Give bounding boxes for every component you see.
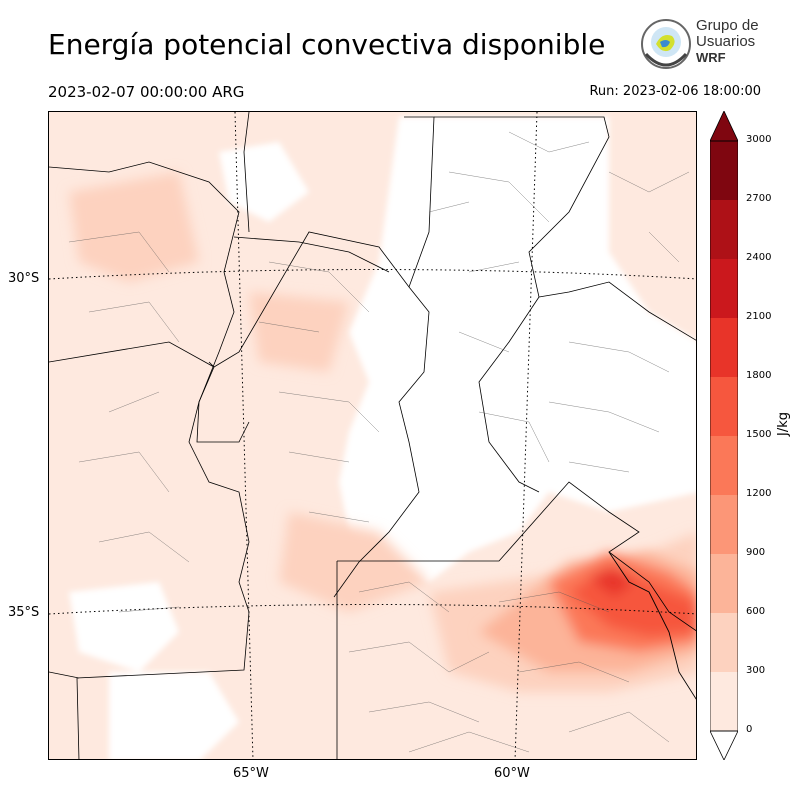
logo-line2: Usuarios [696,33,756,50]
colorbar-tick-label: 0 [746,724,753,735]
colorbar-swatch [710,259,738,318]
colorbar [710,111,738,760]
colorbar-unit: J/kg [776,412,791,436]
colorbar-tick-label: 1200 [746,488,772,499]
department-borders [68,131,690,753]
colorbar-tick-label: 2100 [746,311,772,322]
colorbar-swatch [710,495,738,554]
colorbar-swatch [710,318,738,377]
run-time: Run: 2023-02-06 18:00:00 [589,84,761,99]
map-canvas [49,112,696,759]
colorbar-swatch [710,672,738,731]
colorbar-tick-label: 300 [746,665,766,676]
graticule [49,112,696,759]
colorbar-swatch [710,554,738,613]
colorbar-min-arrow [710,730,738,760]
colorbar-tick-label: 600 [746,606,766,617]
lon-label-60w: 60°W [494,766,530,781]
lon-label-65w: 65°W [233,766,269,781]
lat-label-35s: 35°S [8,605,40,620]
colorbar-tick-label: 2700 [746,193,772,204]
cape-field [49,112,696,759]
colorbar-swatch [710,613,738,672]
cape-map [48,111,697,760]
colorbar-tick-label: 1800 [746,370,772,381]
colorbar-tick-label: 3000 [746,134,772,145]
colorbar-swatch [710,377,738,436]
colorbar-tick-label: 1500 [746,429,772,440]
colorbar-tick-label: 2400 [746,252,772,263]
wrf-logo: Grupo de Usuarios WRF [638,16,768,76]
province-borders [49,112,696,759]
colorbar-swatch [710,200,738,259]
coastline [608,551,696,700]
logo-line1: Grupo de [696,17,759,34]
colorbar-tick-label: 900 [746,547,766,558]
valid-time: 2023-02-07 00:00:00 ARG [48,83,245,101]
colorbar-swatch [710,436,738,495]
colorbar-swatch [710,141,738,200]
lat-label-30s: 30°S [8,271,40,286]
logo-globe-icon [641,19,691,69]
logo-line3: WRF [696,50,726,65]
colorbar-max-arrow [710,111,738,142]
page-title: Energía potencial convectiva disponible [48,28,606,61]
